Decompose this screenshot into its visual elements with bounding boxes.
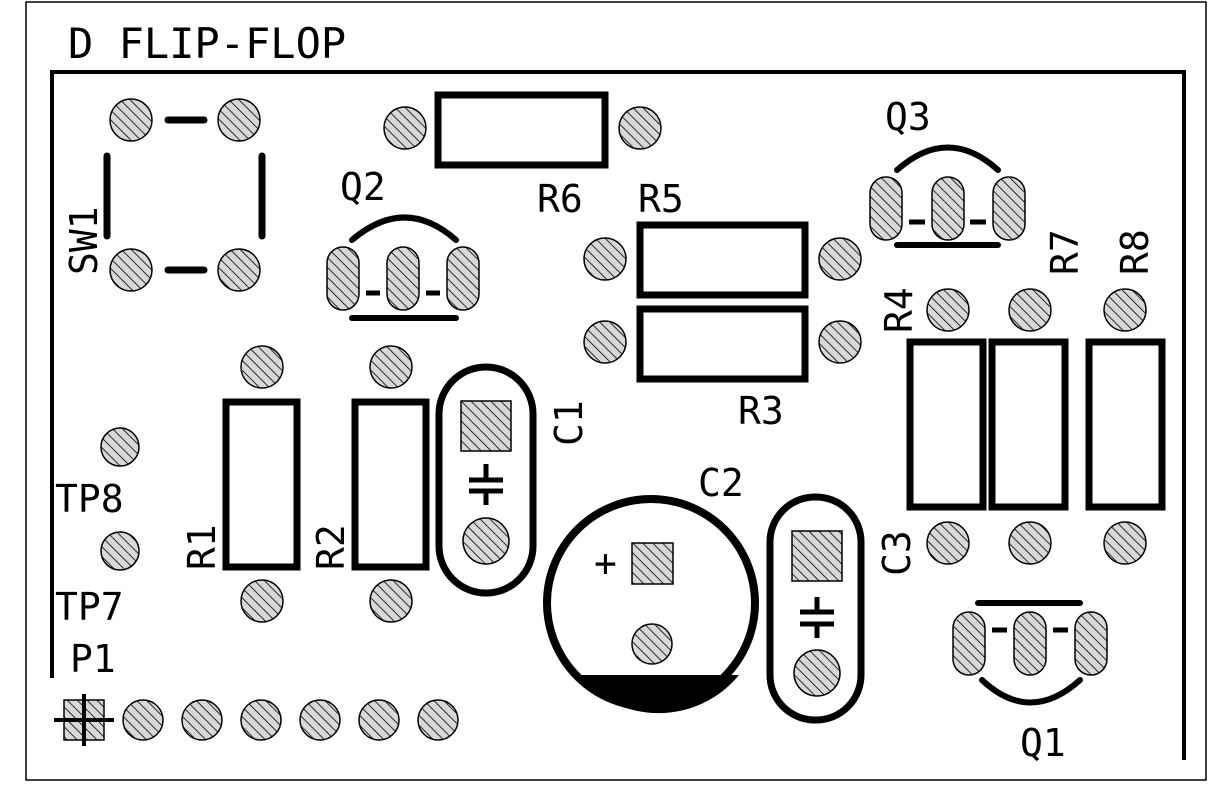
r4-label: R4 xyxy=(877,287,921,333)
r1-pad xyxy=(240,345,284,389)
q2-transistor xyxy=(326,214,480,321)
q3-pad xyxy=(869,176,903,241)
r5-resistor xyxy=(583,221,862,299)
r5-pad xyxy=(583,237,627,281)
c1-capacitor xyxy=(435,363,537,597)
tp8-label: TP8 xyxy=(55,477,124,521)
q2-pad xyxy=(326,246,360,311)
r2-pad xyxy=(369,345,413,389)
q1-pad xyxy=(952,611,986,676)
tp7-label: TP7 xyxy=(55,585,124,629)
c1-pad xyxy=(462,517,510,565)
c2-polarity-plus: + xyxy=(594,541,617,585)
r8-pad xyxy=(1103,288,1147,332)
r6-resistor xyxy=(383,91,662,169)
r3-pad xyxy=(583,320,627,364)
q1-pad xyxy=(1013,611,1047,676)
r7-pad xyxy=(1008,521,1052,565)
tp7-pad xyxy=(100,531,140,571)
r5-pad xyxy=(818,237,862,281)
r4-resistor xyxy=(906,288,987,565)
sw1-pad xyxy=(217,98,261,142)
q3-transistor xyxy=(869,144,1026,248)
sw1-switch xyxy=(103,98,266,292)
q2-label: Q2 xyxy=(340,165,386,209)
c3-pad-square xyxy=(791,530,843,582)
q3-pad xyxy=(992,176,1026,241)
sw1-pad xyxy=(109,248,153,292)
r2-pad xyxy=(369,579,413,623)
r3-label: R3 xyxy=(738,389,784,433)
board-outline xyxy=(50,70,1186,760)
c2-label: C2 xyxy=(698,461,744,505)
r6-pad xyxy=(618,106,662,150)
p1-pin-2 xyxy=(122,699,164,741)
q3-label: Q3 xyxy=(885,95,931,139)
r7-resistor xyxy=(988,288,1069,565)
c2-pad xyxy=(631,623,673,665)
sw1-pad xyxy=(217,248,261,292)
r7-label: R7 xyxy=(1043,229,1087,275)
r5-label: R5 xyxy=(638,177,684,221)
q3-pad xyxy=(931,176,965,241)
r1-label: R1 xyxy=(180,524,224,570)
outer-frame xyxy=(25,1,1207,781)
sw1-label: SW1 xyxy=(62,206,106,275)
c1-label: C1 xyxy=(547,400,591,446)
q1-label: Q1 xyxy=(1020,721,1066,765)
c2-pad-square xyxy=(631,542,674,585)
q2-pad xyxy=(386,246,420,311)
p1-pin-6 xyxy=(358,699,400,741)
r8-label: R8 xyxy=(1113,229,1157,275)
r8-resistor xyxy=(1085,288,1166,565)
r1-resistor xyxy=(222,345,301,623)
q1-transistor xyxy=(952,600,1108,706)
sw1-pad xyxy=(109,98,153,142)
r2-resistor xyxy=(351,345,430,623)
c1-pad-square xyxy=(460,400,512,452)
p1-pin-5 xyxy=(299,699,341,741)
p1-pin-7 xyxy=(417,699,459,741)
r2-label: R2 xyxy=(309,524,353,570)
c3-label: C3 xyxy=(875,530,919,576)
r1-pad xyxy=(240,579,284,623)
p1-pin-4 xyxy=(240,699,282,741)
p1-label: P1 xyxy=(70,637,116,681)
r3-resistor xyxy=(583,305,862,383)
r4-pad xyxy=(926,521,970,565)
board-title: D FLIP-FLOP xyxy=(68,19,346,68)
r6-label: R6 xyxy=(537,177,583,221)
p1-pin-3 xyxy=(181,699,223,741)
r4-pad xyxy=(926,288,970,332)
q1-pad xyxy=(1074,611,1108,676)
r7-pad xyxy=(1008,288,1052,332)
c3-capacitor xyxy=(766,493,865,724)
r3-pad xyxy=(818,320,862,364)
c2-capacitor: + xyxy=(543,495,759,714)
tp8-pad xyxy=(100,427,140,467)
c3-pad xyxy=(793,649,841,697)
r8-pad xyxy=(1103,521,1147,565)
p1-connector xyxy=(54,694,459,746)
q2-pad xyxy=(446,246,480,311)
r6-pad xyxy=(383,106,427,150)
